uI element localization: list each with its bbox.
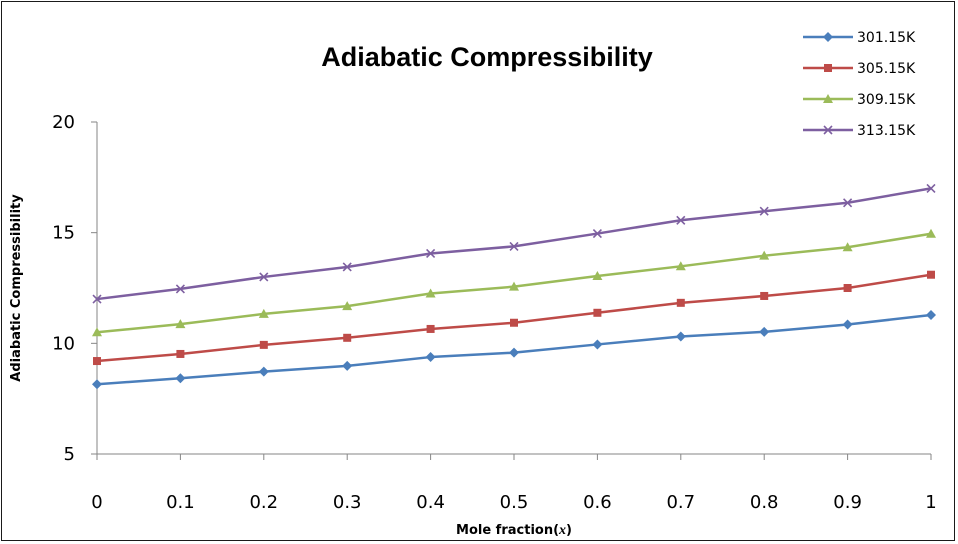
data-point bbox=[342, 360, 353, 371]
x-tick-label: 0.3 bbox=[333, 492, 362, 513]
y-tick-label: 20 bbox=[52, 112, 75, 133]
data-point bbox=[676, 298, 685, 307]
data-point bbox=[175, 373, 186, 384]
data-point bbox=[426, 324, 435, 333]
x-tick-label: 0.6 bbox=[583, 492, 612, 513]
x-ticks: 0 0.1 0.2 0.3 0.4 0.5 0.6 0.7 0.8 0.9 1 bbox=[91, 454, 937, 513]
legend-marker bbox=[823, 94, 833, 103]
data-point bbox=[92, 327, 102, 337]
data-point bbox=[425, 288, 436, 298]
data-point bbox=[675, 331, 686, 342]
legend-marker bbox=[823, 32, 833, 42]
data-point bbox=[926, 228, 936, 238]
legend-item: 309.15K bbox=[803, 92, 916, 108]
data-point bbox=[760, 291, 769, 300]
x-tick-label: 0.9 bbox=[833, 492, 862, 513]
x-tick-label: 0 bbox=[91, 492, 102, 513]
data-point bbox=[926, 183, 936, 193]
x-axis-title-variable: x bbox=[558, 523, 566, 538]
data-point bbox=[259, 340, 268, 349]
x-tick-label: 1 bbox=[925, 492, 936, 513]
data-point bbox=[258, 308, 269, 318]
data-point bbox=[759, 206, 769, 216]
x-axis-title: Mole fraction(x) bbox=[456, 523, 572, 538]
data-point bbox=[842, 242, 853, 252]
legend-item: 301.15K bbox=[803, 30, 916, 46]
series-313.15K bbox=[92, 183, 936, 304]
legend-label: 313.15K bbox=[857, 123, 916, 139]
legend-label: 309.15K bbox=[857, 92, 916, 108]
series-309.15K bbox=[92, 228, 936, 337]
data-point bbox=[676, 215, 686, 225]
y-axis-title: Adiabatic Compressibility bbox=[9, 194, 24, 382]
data-point bbox=[509, 281, 519, 291]
chart-title: Adiabatic Compressibility bbox=[321, 42, 653, 72]
x-axis-title-main: Mole fraction( bbox=[456, 523, 559, 538]
data-point bbox=[592, 228, 602, 239]
y-ticks: 5 10 15 20 bbox=[52, 112, 97, 465]
x-tick-label: 0.1 bbox=[166, 492, 195, 513]
data-point bbox=[342, 262, 352, 272]
data-point bbox=[343, 333, 352, 342]
data-point bbox=[426, 248, 436, 259]
data-point bbox=[843, 284, 852, 292]
data-point bbox=[259, 272, 269, 282]
data-point bbox=[592, 339, 603, 350]
data-point bbox=[175, 284, 185, 294]
legend-item: 305.15K bbox=[803, 61, 916, 77]
data-point bbox=[759, 326, 770, 337]
data-point bbox=[176, 349, 185, 358]
series-layer bbox=[92, 183, 936, 390]
data-point bbox=[342, 301, 353, 311]
data-point bbox=[509, 347, 519, 358]
legend: 301.15K 305.15K 309.15K 313.15K bbox=[803, 30, 916, 139]
data-point bbox=[258, 366, 269, 377]
data-point bbox=[92, 379, 102, 390]
data-point bbox=[593, 308, 602, 317]
x-tick-label: 0.7 bbox=[666, 492, 695, 513]
data-point bbox=[510, 318, 518, 327]
y-tick-label: 10 bbox=[52, 333, 75, 354]
data-point bbox=[926, 310, 936, 321]
x-tick-label: 0.2 bbox=[249, 492, 278, 513]
data-point bbox=[842, 319, 853, 330]
series-301.15K bbox=[92, 310, 936, 390]
data-point bbox=[93, 357, 101, 366]
legend-marker bbox=[823, 125, 833, 135]
data-point bbox=[843, 198, 853, 208]
legend-marker bbox=[824, 64, 832, 72]
data-point bbox=[509, 241, 519, 251]
x-tick-label: 0.8 bbox=[750, 492, 779, 513]
legend-item: 313.15K bbox=[803, 123, 916, 139]
data-point bbox=[675, 261, 686, 271]
x-axis-title-close: ) bbox=[566, 523, 572, 538]
data-point bbox=[759, 250, 770, 260]
data-point bbox=[92, 294, 102, 304]
legend-label: 305.15K bbox=[857, 61, 916, 77]
series-305.15K bbox=[93, 270, 935, 366]
data-point bbox=[927, 270, 935, 279]
y-tick-label: 15 bbox=[52, 223, 75, 244]
x-tick-label: 0.4 bbox=[416, 492, 445, 513]
data-point bbox=[175, 319, 186, 329]
data-point bbox=[425, 352, 436, 363]
y-tick-label: 5 bbox=[64, 444, 75, 465]
legend-label: 301.15K bbox=[857, 30, 916, 46]
x-tick-label: 0.5 bbox=[500, 492, 529, 513]
data-point bbox=[592, 271, 603, 281]
